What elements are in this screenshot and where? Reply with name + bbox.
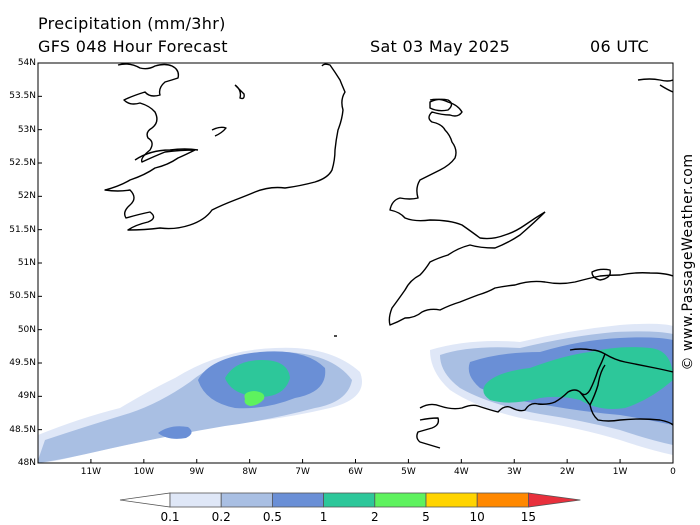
coastline-cotentin bbox=[569, 348, 606, 396]
legend-label: 5 bbox=[422, 510, 430, 524]
legend-label: 10 bbox=[469, 510, 485, 524]
lon-label: 4W bbox=[454, 467, 469, 477]
coastline-brittany bbox=[419, 389, 673, 426]
lat-label: 50.5N bbox=[9, 291, 36, 302]
lat-label: 53.5N bbox=[9, 91, 36, 102]
forecast-date: Sat 03 May 2025 bbox=[370, 37, 511, 56]
coastline-bristol-channel bbox=[388, 211, 673, 326]
legend-label: 2 bbox=[370, 510, 379, 524]
legend-segment bbox=[323, 492, 376, 508]
lon-label: 8W bbox=[242, 467, 257, 477]
lat-label: 54N bbox=[17, 58, 36, 68]
axis-ticks bbox=[38, 62, 674, 464]
legend-segment bbox=[374, 492, 427, 508]
coastline-east-england bbox=[637, 78, 673, 93]
legend-label: 15 bbox=[520, 510, 537, 524]
legend-segment bbox=[220, 492, 273, 508]
coastline-isle-of-wight bbox=[591, 268, 611, 281]
legend-segment bbox=[119, 492, 171, 508]
lat-label: 52N bbox=[17, 191, 36, 202]
legend-segment bbox=[169, 492, 222, 508]
lat-label: 49.5N bbox=[9, 358, 36, 368]
lon-label: 7W bbox=[295, 467, 310, 477]
coastlines bbox=[104, 63, 673, 449]
lat-label: 52.5N bbox=[9, 158, 36, 168]
precip-band-sw-1 bbox=[225, 360, 290, 397]
lat-label: 48N bbox=[17, 458, 36, 468]
coastline-ireland-west-1 bbox=[134, 148, 199, 161]
lon-label: 6W bbox=[348, 467, 363, 477]
lon-label: 3W bbox=[506, 467, 522, 477]
lat-label: 51N bbox=[17, 258, 36, 268]
legend-label: 0.2 bbox=[211, 510, 231, 524]
legend-label: 1 bbox=[319, 510, 328, 524]
coastline-normandy bbox=[604, 353, 673, 373]
precip-blob-sw-small bbox=[158, 426, 192, 439]
lat-label: 50N bbox=[17, 324, 36, 335]
lon-label: 2W bbox=[559, 467, 575, 477]
legend-segment bbox=[476, 492, 529, 508]
forecast-time: 06 UTC bbox=[590, 37, 649, 56]
coastline-ireland-inlet-2 bbox=[211, 126, 227, 137]
precip-band-sw-2 bbox=[244, 391, 265, 406]
lon-label: 9W bbox=[189, 467, 205, 477]
legend-label: 0.5 bbox=[262, 510, 282, 524]
lon-label: 1W bbox=[612, 467, 628, 477]
lon-label: 5W bbox=[401, 467, 416, 477]
lat-label: 53N bbox=[17, 124, 36, 135]
lon-label: 11W bbox=[80, 467, 102, 477]
chart-title: Precipitation (mm/3hr) bbox=[38, 14, 226, 33]
lon-label: 0 bbox=[670, 467, 676, 477]
coastline-brittany-south bbox=[416, 417, 441, 449]
lat-label: 48.5N bbox=[9, 424, 36, 435]
legend-colorbar bbox=[119, 492, 581, 508]
lon-label: 10W bbox=[133, 467, 155, 477]
lat-label: 51.5N bbox=[9, 224, 36, 235]
legend-segment bbox=[528, 492, 581, 508]
precip-areas bbox=[38, 323, 673, 463]
legend-label: 0.1 bbox=[160, 510, 180, 524]
forecast-subtitle: GFS 048 Hour Forecast bbox=[38, 37, 228, 56]
coastline-anglesey bbox=[429, 98, 453, 112]
coastline-ireland-inlet-1 bbox=[234, 84, 245, 100]
coastline-wales bbox=[389, 98, 546, 240]
coastline-ireland bbox=[104, 63, 346, 231]
legend-segment bbox=[271, 492, 324, 508]
legend-segment bbox=[425, 492, 478, 508]
site-credit: © www.PassageWeather.com bbox=[680, 153, 696, 371]
border-france bbox=[589, 364, 606, 406]
lat-label: 49N bbox=[17, 391, 36, 402]
